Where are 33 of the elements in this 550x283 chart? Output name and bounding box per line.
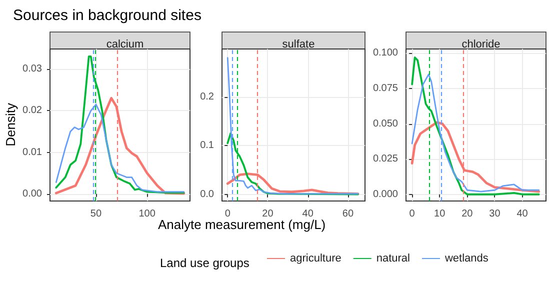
x-tick-label: 50 — [90, 208, 102, 220]
x-tick-label: 20 — [262, 208, 274, 220]
x-tick-label: 60 — [342, 208, 354, 220]
y-tick-label: 0.02 — [22, 105, 42, 116]
y-tick-label: 0.0 — [200, 188, 214, 200]
y-tick-label: 0.00 — [22, 188, 42, 200]
y-tick-label: 0.050 — [372, 118, 398, 130]
x-tick-label: 40 — [516, 208, 528, 220]
chart-subtitle: chloride — [462, 38, 500, 50]
y-tick-label: 0.000 — [372, 188, 398, 200]
x-axis-title: Analyte measurement (mg/L) — [158, 217, 326, 232]
y-tick-label: 0.2 — [200, 91, 214, 102]
y-tick-label: 0.100 — [372, 48, 398, 59]
x-tick-label: 10 — [434, 208, 446, 220]
legend-label: natural — [376, 252, 410, 264]
x-tick-label: 20 — [462, 208, 474, 220]
legend-label: agriculture — [290, 252, 342, 264]
x-tick-label: 40 — [302, 208, 314, 220]
chart-title: Sources in background sites — [13, 7, 202, 24]
x-tick-label: 0 — [224, 208, 231, 220]
legend-label: wetlands — [444, 252, 489, 264]
y-tick-label: 0.075 — [372, 83, 398, 94]
x-tick-label: 0 — [409, 208, 416, 220]
legend-title: Land use groups — [160, 256, 250, 270]
x-tick-label: 100 — [138, 208, 156, 220]
chart-subtitle: sulfate — [282, 38, 315, 50]
y-tick-label: 0.01 — [22, 146, 42, 158]
y-axis-title: Density — [3, 102, 18, 146]
y-tick-label: 0.025 — [372, 154, 398, 165]
x-tick-label: 30 — [489, 208, 501, 220]
y-tick-label: 0.1 — [200, 140, 214, 152]
chart-subtitle: calcium — [106, 38, 144, 50]
y-tick-label: 0.03 — [22, 63, 42, 74]
